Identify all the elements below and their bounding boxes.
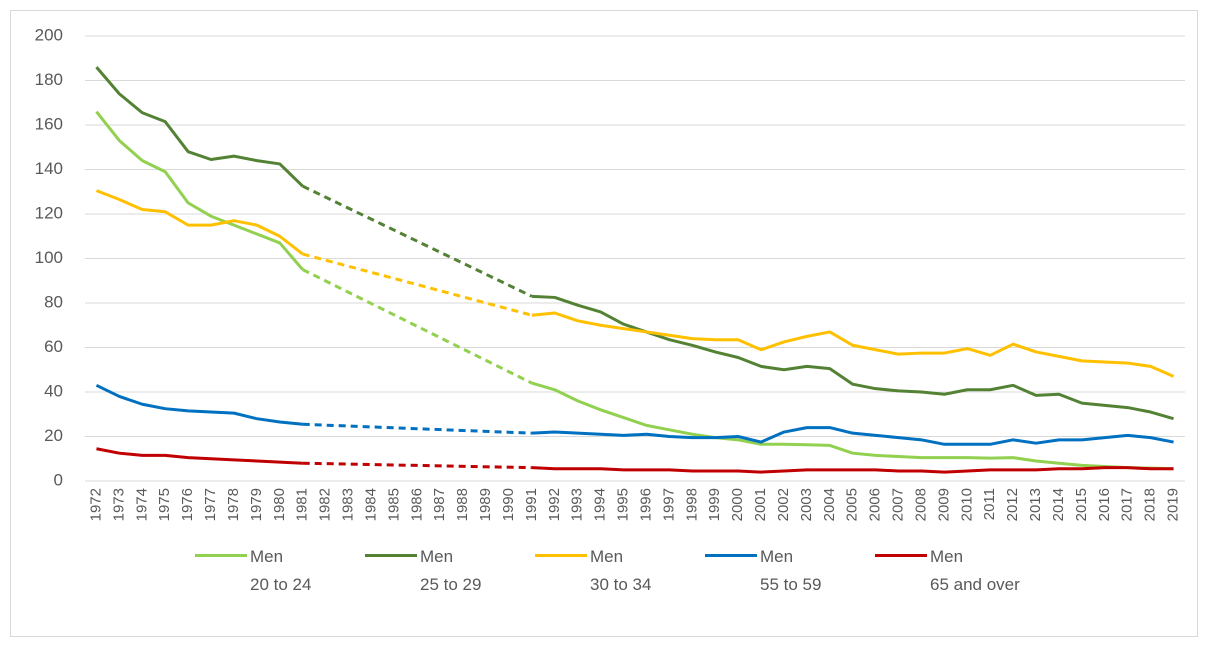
x-tick-label: 2017: [1119, 488, 1136, 521]
legend-label: Men 30 to 34: [590, 547, 652, 594]
x-tick-label: 1993: [569, 488, 586, 521]
series-line: [95, 383, 1174, 446]
x-tick-label: 2006: [867, 488, 884, 521]
x-tick-label: 1986: [408, 488, 425, 521]
x-tick-label: 1973: [110, 488, 127, 521]
series-line: [96, 447, 1174, 474]
x-tick-label: 2014: [1050, 488, 1067, 521]
x-tick-label: 1975: [156, 488, 173, 521]
x-tick-label: 1972: [87, 488, 104, 521]
x-tick-label: 1976: [179, 488, 196, 521]
x-tick-label: 2008: [912, 488, 929, 521]
x-tick-label: 2015: [1073, 488, 1090, 521]
x-tick-label: 1977: [202, 488, 219, 521]
y-tick-label: 0: [54, 470, 63, 489]
legend-swatch: [535, 554, 587, 557]
x-tick-label: 1980: [271, 488, 288, 521]
x-tick-label: 1992: [546, 488, 563, 521]
gap-bridge: [302, 422, 532, 435]
x-tick-label: 2002: [775, 488, 792, 521]
x-tick-label: 2019: [1165, 488, 1182, 521]
x-tick-label: 1991: [523, 488, 540, 521]
x-tick-label: 2007: [890, 488, 907, 521]
legend-label: Men 65 and over: [930, 547, 1020, 594]
y-tick-label: 40: [44, 381, 63, 400]
gap-bridge: [302, 268, 533, 385]
y-tick-label: 20: [44, 426, 63, 445]
gap-bridge: [302, 184, 533, 298]
y-tick-label: 120: [35, 203, 63, 222]
x-tick-label: 1981: [294, 488, 311, 521]
gap-bridge: [302, 461, 532, 470]
x-tick-label: 1999: [706, 488, 723, 521]
x-tick-label: 2013: [1027, 488, 1044, 521]
x-tick-label: 2003: [798, 488, 815, 521]
x-tick-label: 2004: [821, 488, 838, 521]
x-tick-label: 2001: [752, 488, 769, 521]
x-tick-label: 1983: [340, 488, 357, 521]
x-tick-label: 2005: [844, 488, 861, 521]
x-tick-label: 2000: [729, 488, 746, 521]
x-tick-label: 1995: [615, 488, 632, 521]
y-tick-label: 200: [35, 25, 63, 44]
x-tick-label: 1987: [431, 488, 448, 521]
x-tick-label: 1997: [660, 488, 677, 521]
x-tick-label: 1984: [362, 488, 379, 521]
legend-swatch: [705, 554, 757, 557]
chart-border: [10, 10, 1198, 637]
x-tick-label: 1974: [133, 488, 150, 521]
series-line: [95, 110, 1174, 471]
series-line: [95, 189, 1175, 378]
x-tick-label: 2011: [981, 488, 998, 520]
y-tick-label: 140: [35, 159, 63, 178]
x-tick-label: 1982: [317, 488, 334, 521]
x-tick-label: 1979: [248, 488, 265, 521]
series-line: [95, 66, 1174, 421]
x-tick-label: 1996: [637, 488, 654, 521]
legend-label: Men 20 to 24: [250, 547, 312, 594]
y-tick-label: 180: [35, 70, 63, 89]
x-tick-label: 1994: [592, 488, 609, 521]
x-tick-label: 2010: [958, 488, 975, 521]
x-tick-label: 1985: [385, 488, 402, 521]
gap-bridge: [302, 252, 533, 317]
x-tick-label: 2018: [1142, 488, 1159, 521]
x-tick-label: 1998: [683, 488, 700, 521]
y-tick-label: 80: [44, 292, 63, 311]
x-tick-label: 1988: [454, 488, 471, 521]
y-tick-label: 160: [35, 114, 63, 133]
x-tick-label: 2009: [935, 488, 952, 521]
y-tick-label: 100: [35, 248, 63, 267]
y-tick-label: 60: [44, 337, 63, 356]
x-tick-label: 2016: [1096, 488, 1113, 521]
legend-label: Men 55 to 59: [760, 547, 822, 594]
x-tick-label: 1978: [225, 488, 242, 521]
legend: Men 20 to 24 Men 25 to 29 Men 30 to 34 Men …: [0, 543, 1208, 603]
x-tick-label: 1990: [500, 488, 517, 521]
legend-swatch: [365, 554, 417, 557]
legend-swatch: [195, 554, 247, 557]
legend-label: Men 25 to 29: [420, 547, 482, 594]
x-tick-label: 2012: [1004, 488, 1021, 521]
legend-swatch: [875, 554, 927, 557]
x-tick-label: 1989: [477, 488, 494, 521]
